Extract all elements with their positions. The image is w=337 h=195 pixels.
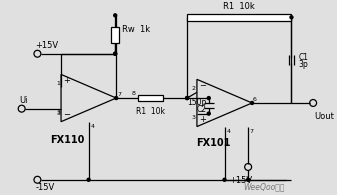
Circle shape (186, 97, 189, 99)
Text: -15V: -15V (35, 183, 55, 192)
Text: WeeQoo维库: WeeQoo维库 (243, 182, 285, 191)
Text: +: + (199, 115, 206, 124)
Circle shape (186, 97, 189, 99)
Circle shape (290, 16, 293, 19)
Circle shape (247, 178, 250, 181)
Circle shape (223, 178, 226, 181)
Text: +: + (63, 76, 70, 85)
Text: −: − (63, 110, 70, 119)
Text: 4: 4 (226, 129, 231, 134)
Bar (138, 95, 163, 101)
Text: 3: 3 (56, 111, 60, 116)
Text: 3p: 3p (298, 59, 308, 69)
Text: R1  10k: R1 10k (136, 107, 165, 116)
Text: FX110: FX110 (50, 135, 84, 145)
Text: +15V: +15V (229, 176, 252, 185)
Text: 3: 3 (56, 110, 60, 115)
Text: 7: 7 (249, 129, 253, 134)
Text: 3: 3 (192, 115, 196, 120)
Circle shape (114, 14, 117, 17)
Circle shape (115, 97, 118, 99)
Circle shape (251, 101, 253, 105)
Text: +15V: +15V (35, 41, 59, 50)
Circle shape (207, 112, 210, 115)
Text: C2: C2 (197, 105, 207, 114)
Bar (187, 14, 292, 21)
Text: Rw  1k: Rw 1k (122, 25, 150, 34)
Circle shape (114, 52, 117, 55)
Text: Uout: Uout (314, 112, 334, 121)
Circle shape (87, 178, 90, 181)
Text: 150p: 150p (187, 98, 207, 107)
Text: Ui: Ui (20, 96, 28, 105)
Bar (111, 27, 119, 43)
Text: 8: 8 (132, 91, 136, 96)
Text: 4: 4 (91, 124, 95, 129)
Text: −: − (199, 81, 206, 90)
Text: 7: 7 (117, 92, 121, 97)
Text: 6: 6 (253, 97, 257, 102)
Text: R1  10k: R1 10k (223, 2, 255, 11)
Circle shape (207, 97, 210, 99)
Text: FX101: FX101 (196, 138, 231, 148)
Text: 1: 1 (56, 82, 60, 86)
Circle shape (114, 52, 117, 55)
Text: C1: C1 (298, 53, 308, 62)
Text: 2: 2 (192, 86, 196, 91)
